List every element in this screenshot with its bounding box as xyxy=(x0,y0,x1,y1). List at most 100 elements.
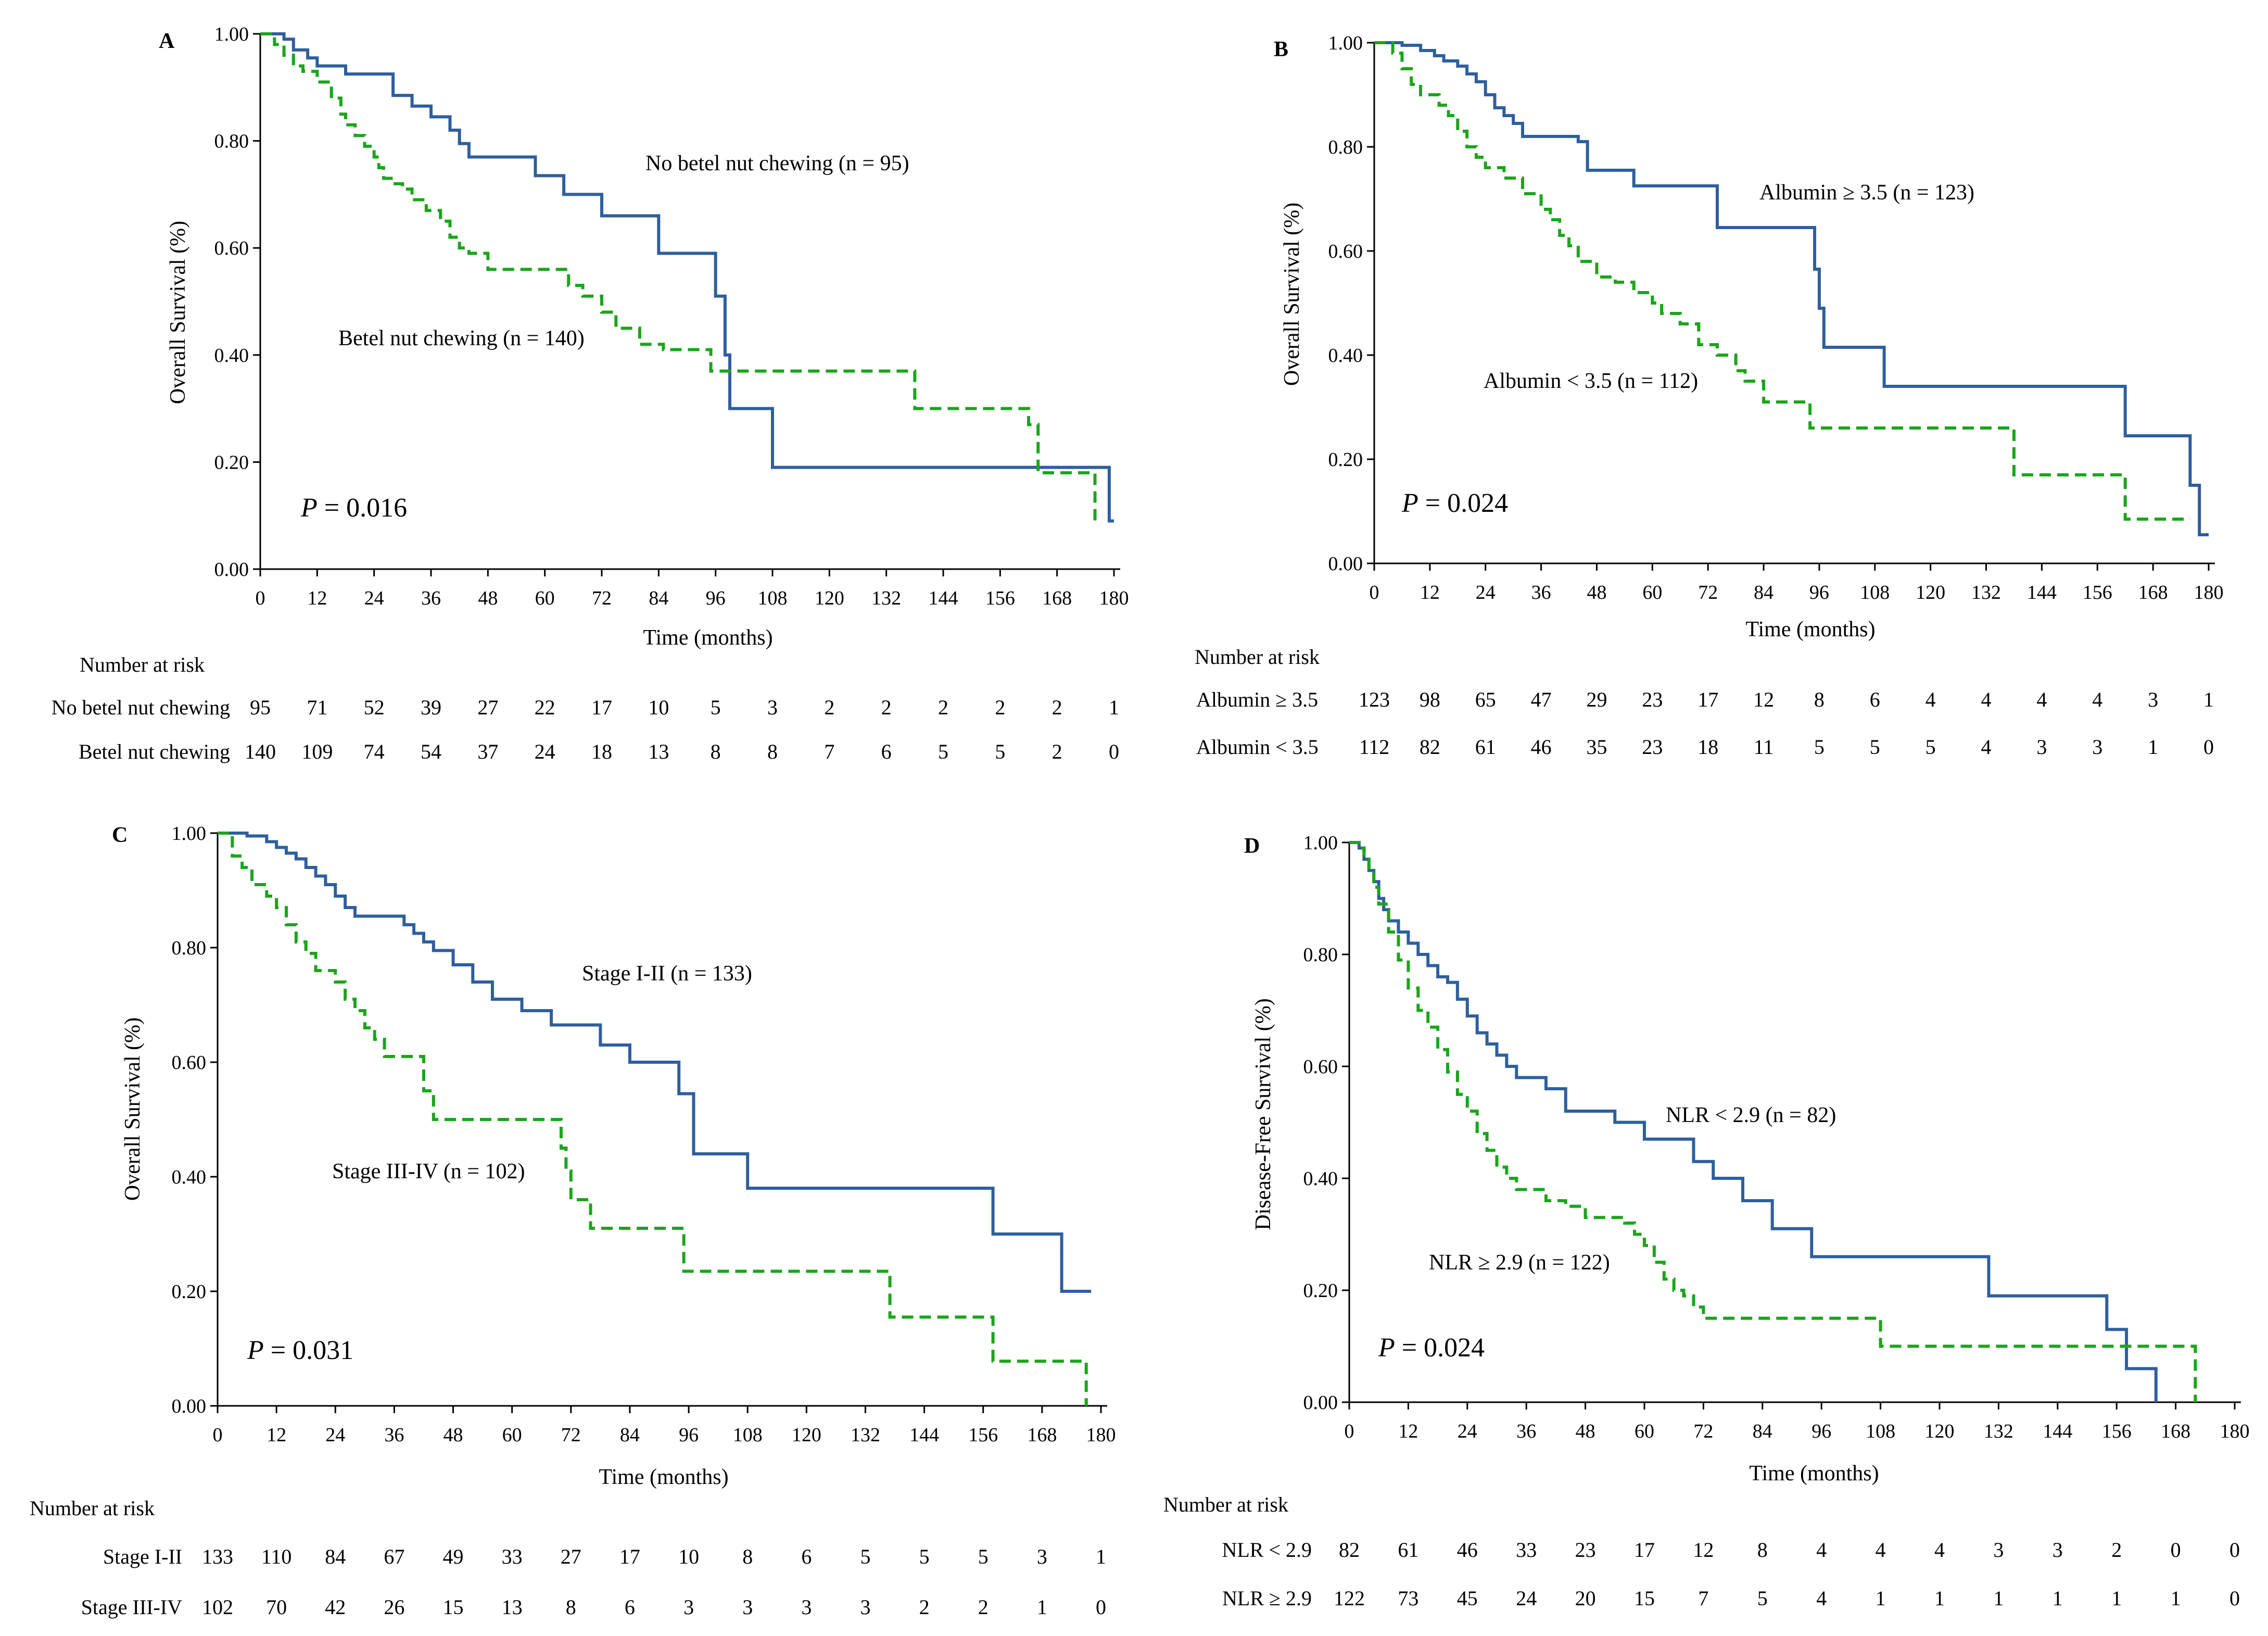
x-tick-label: 132 xyxy=(871,587,901,609)
risk-count: 6 xyxy=(881,740,892,763)
curve-nlr-high xyxy=(1349,841,2197,1402)
risk-count: 23 xyxy=(1575,1538,1596,1562)
risk-count: 46 xyxy=(1531,735,1552,759)
y-tick-label: 0.60 xyxy=(1328,241,1363,262)
risk-count: 2 xyxy=(1052,696,1062,719)
risk-count: 3 xyxy=(2036,735,2047,759)
panel-letter: C xyxy=(112,823,128,847)
risk-count: 33 xyxy=(1516,1538,1537,1562)
y-tick-label: 0.00 xyxy=(1303,1392,1338,1414)
risk-count: 2 xyxy=(1052,740,1062,763)
risk-count: 2 xyxy=(978,1595,989,1619)
curve-stage-iii-iv xyxy=(218,832,1088,1406)
risk-count: 74 xyxy=(364,740,385,763)
risk-count: 5 xyxy=(1814,735,1824,759)
risk-count: 6 xyxy=(801,1545,812,1568)
risk-header: Number at risk xyxy=(30,1496,155,1520)
risk-count: 3 xyxy=(1037,1545,1047,1568)
risk-count: 1 xyxy=(2203,688,2214,711)
risk-count: 4 xyxy=(1816,1538,1827,1562)
x-tick-label: 12 xyxy=(267,1424,286,1446)
x-tick-label: 120 xyxy=(1916,582,1945,603)
x-tick-label: 0 xyxy=(256,587,265,609)
risk-count: 3 xyxy=(2092,735,2102,759)
risk-count: 82 xyxy=(1339,1538,1360,1562)
legend-label-stage-iii-iv: Stage III-IV (n = 102) xyxy=(332,1160,525,1184)
x-tick-label: 12 xyxy=(1398,1420,1418,1442)
risk-count: 0 xyxy=(2171,1538,2181,1562)
x-tick-label: 60 xyxy=(502,1424,522,1446)
risk-count: 140 xyxy=(245,740,276,763)
x-tick-label: 132 xyxy=(851,1424,880,1446)
x-axis-label: Time (months) xyxy=(1745,618,1875,641)
risk-count: 17 xyxy=(619,1545,640,1568)
x-tick-label: 96 xyxy=(1811,1420,1831,1442)
risk-row-label: NLR < 2.9 xyxy=(1222,1538,1312,1562)
y-tick-label: 0.20 xyxy=(172,1281,207,1303)
x-tick-label: 12 xyxy=(1420,582,1440,603)
risk-count: 0 xyxy=(2229,1587,2240,1610)
risk-count: 15 xyxy=(1634,1587,1655,1610)
x-tick-label: 156 xyxy=(2083,582,2112,603)
x-tick-label: 132 xyxy=(1984,1420,2013,1442)
x-tick-label: 84 xyxy=(1754,582,1773,603)
y-tick-label: 0.40 xyxy=(172,1166,207,1188)
risk-count: 102 xyxy=(202,1595,233,1619)
risk-count: 1 xyxy=(1109,696,1119,719)
risk-count: 1 xyxy=(2052,1587,2063,1610)
risk-count: 33 xyxy=(502,1545,523,1568)
legend-label-albumin-high: Albumin ≥ 3.5 (n = 123) xyxy=(1759,181,1974,205)
risk-row-label: Albumin ≥ 3.5 xyxy=(1196,688,1318,711)
y-tick-label: 0.60 xyxy=(1303,1056,1338,1078)
y-axis-label: Overall Survival (%) xyxy=(166,221,190,404)
legend-label-nlr-high: NLR ≥ 2.9 (n = 122) xyxy=(1429,1251,1610,1275)
x-tick-label: 168 xyxy=(2138,582,2168,603)
risk-count: 3 xyxy=(2148,688,2158,711)
axes-lines xyxy=(1373,43,2215,564)
risk-count: 2 xyxy=(824,696,834,719)
x-tick-label: 48 xyxy=(1576,1420,1595,1442)
y-tick-label: 1.00 xyxy=(1328,32,1363,54)
x-tick-label: 12 xyxy=(307,587,327,609)
risk-count: 8 xyxy=(711,740,721,763)
risk-count: 22 xyxy=(535,696,555,719)
x-tick-label: 84 xyxy=(649,587,668,609)
risk-count: 5 xyxy=(919,1545,930,1568)
y-tick-label: 0.60 xyxy=(172,1052,207,1074)
risk-count: 4 xyxy=(2036,688,2047,711)
y-axis-ticks: 0.00 0.20 0.40 0.60 0.80 1.00 xyxy=(214,23,260,581)
panel-letter: D xyxy=(1244,834,1260,858)
risk-count: 0 xyxy=(1096,1595,1106,1619)
risk-count: 23 xyxy=(1642,735,1663,759)
risk-count: 17 xyxy=(591,696,612,719)
y-tick-label: 0.60 xyxy=(214,237,249,259)
risk-count: 17 xyxy=(1697,688,1718,711)
y-tick-label: 0.00 xyxy=(172,1395,207,1417)
x-tick-label: 168 xyxy=(2161,1420,2190,1442)
risk-count: 4 xyxy=(1816,1587,1827,1610)
y-axis-label: Disease-Free Survival (%) xyxy=(1251,998,1275,1230)
x-tick-label: 96 xyxy=(706,587,726,609)
x-tick-label: 144 xyxy=(909,1424,939,1446)
x-tick-label: 156 xyxy=(968,1424,998,1446)
x-tick-label: 0 xyxy=(213,1424,223,1446)
p-value: P = 0.024 xyxy=(1378,1333,1485,1363)
risk-count: 8 xyxy=(1757,1538,1768,1562)
risk-count: 1 xyxy=(1037,1595,1047,1619)
x-tick-label: 48 xyxy=(478,587,498,609)
risk-count: 29 xyxy=(1586,688,1607,711)
risk-count: 26 xyxy=(384,1595,404,1619)
x-tick-label: 36 xyxy=(421,587,441,609)
risk-count: 54 xyxy=(421,740,441,763)
risk-count: 18 xyxy=(1697,735,1718,759)
x-tick-label: 108 xyxy=(758,587,788,609)
risk-count: 73 xyxy=(1398,1587,1418,1610)
legend-label-nlr-low: NLR < 2.9 (n = 82) xyxy=(1666,1103,1836,1127)
risk-row-label: Albumin < 3.5 xyxy=(1196,735,1319,759)
risk-count: 2 xyxy=(995,696,1005,719)
y-tick-label: 0.80 xyxy=(214,131,249,153)
x-tick-label: 120 xyxy=(792,1424,821,1446)
risk-count: 95 xyxy=(250,696,271,719)
